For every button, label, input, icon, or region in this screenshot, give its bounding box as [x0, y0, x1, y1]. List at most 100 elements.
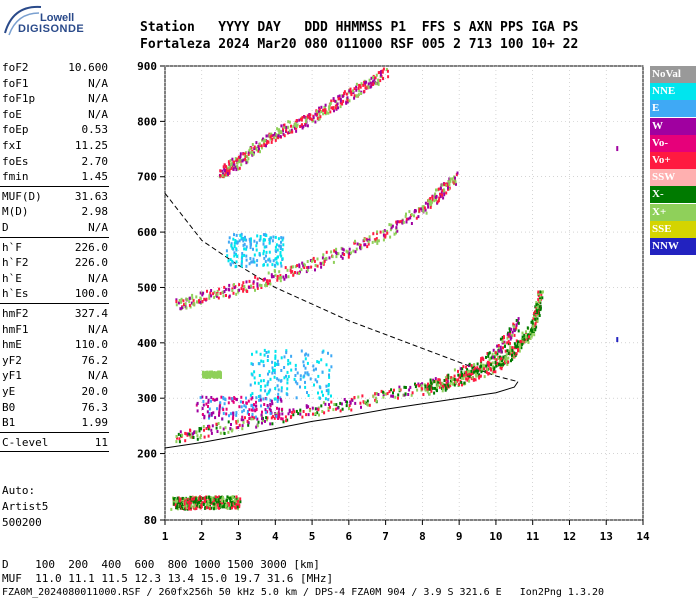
- echo-point: [195, 497, 198, 501]
- echo-point: [247, 399, 250, 403]
- echo-point: [266, 284, 268, 288]
- echo-point: [228, 396, 231, 400]
- echo-point: [281, 417, 284, 421]
- param-value: 2.98: [81, 205, 109, 219]
- echo-point: [353, 94, 356, 98]
- echo-point: [268, 389, 271, 393]
- echo-point: [534, 328, 537, 332]
- echo-point: [486, 367, 489, 371]
- echo-point: [479, 363, 482, 366]
- echo-point: [537, 292, 540, 296]
- echo-point: [196, 401, 199, 405]
- echo-point: [409, 216, 412, 220]
- legend-item: NNE: [650, 83, 696, 101]
- echo-point: [175, 303, 178, 307]
- echo-point: [388, 390, 391, 394]
- echo-point: [360, 92, 363, 95]
- echo-point: [340, 402, 343, 406]
- echo-point: [255, 148, 258, 152]
- echo-point: [259, 394, 262, 398]
- echo-point: [355, 94, 358, 98]
- echo-point: [276, 127, 279, 131]
- echo-point: [231, 289, 234, 292]
- echo-point: [225, 504, 228, 507]
- echo-point: [289, 269, 292, 272]
- echo-point: [375, 392, 378, 395]
- echo-point: [263, 348, 266, 352]
- echo-point: [230, 242, 233, 246]
- echo-point: [219, 431, 222, 435]
- echo-point: [261, 419, 264, 423]
- echo-point: [273, 136, 276, 140]
- echo-point: [437, 187, 440, 191]
- echo-point: [213, 498, 216, 502]
- echo-point: [192, 298, 195, 302]
- echo-point: [348, 404, 351, 407]
- echo-point: [355, 82, 358, 86]
- echo-point: [325, 384, 328, 388]
- echo-point: [213, 295, 216, 299]
- echo-point: [238, 239, 241, 243]
- echo-point: [422, 208, 425, 212]
- echo-point: [312, 368, 315, 372]
- echo-point: [225, 294, 227, 297]
- echo-point: [490, 363, 493, 367]
- echo-point: [418, 209, 421, 213]
- echo-point: [247, 421, 250, 425]
- echo-point: [206, 410, 209, 414]
- echo-point: [193, 302, 196, 306]
- echo-point: [298, 118, 301, 122]
- echo-point: [533, 333, 536, 337]
- echo-point: [494, 370, 497, 374]
- echo-point: [384, 392, 387, 396]
- echo-point: [426, 390, 429, 394]
- echo-point: [276, 406, 278, 410]
- param-key: fxI: [2, 139, 22, 152]
- echo-point: [316, 360, 319, 364]
- echo-point: [367, 86, 370, 89]
- echo-point: [343, 91, 346, 95]
- echo-point: [181, 306, 183, 310]
- echo-point: [324, 397, 327, 401]
- echo-point: [386, 69, 389, 73]
- echo-point: [330, 354, 333, 358]
- echo-point: [240, 232, 243, 236]
- echo-point: [203, 414, 206, 418]
- param-row: MUF(D) 31.63: [2, 189, 108, 204]
- param-key: yE: [2, 385, 16, 398]
- echo-point: [341, 407, 344, 411]
- echo-point: [306, 266, 309, 270]
- echo-point: [219, 373, 222, 376]
- header-line-2: Fortaleza 2024 Mar20 080 011000 RSF 005 …: [140, 37, 579, 52]
- echo-point: [233, 495, 236, 499]
- echo-point: [494, 361, 497, 364]
- echo-point: [267, 380, 270, 384]
- echo-point: [198, 429, 201, 433]
- echo-point: [480, 370, 483, 374]
- echo-point: [234, 165, 237, 169]
- echo-point: [511, 330, 514, 334]
- echo-point: [509, 345, 512, 349]
- legend-item: E: [650, 100, 696, 118]
- echo-point: [245, 254, 248, 258]
- echo-point: [374, 239, 377, 243]
- x-tick-label: 3: [235, 530, 242, 543]
- echo-point: [327, 388, 330, 392]
- echo-point: [201, 501, 204, 505]
- echo-point: [289, 415, 292, 419]
- echo-point: [237, 167, 240, 171]
- echo-point: [430, 201, 433, 205]
- echo-point: [533, 314, 535, 318]
- echo-point: [364, 86, 367, 90]
- echo-point: [195, 500, 197, 504]
- echo-point: [408, 388, 411, 392]
- echo-point: [240, 405, 243, 409]
- echo-point: [528, 330, 531, 334]
- echo-point: [284, 266, 287, 270]
- echo-point: [248, 417, 251, 420]
- echo-point: [499, 348, 502, 352]
- echo-point: [538, 311, 541, 315]
- echo-point: [177, 507, 179, 511]
- echo-point: [201, 293, 204, 297]
- echo-point: [280, 417, 283, 421]
